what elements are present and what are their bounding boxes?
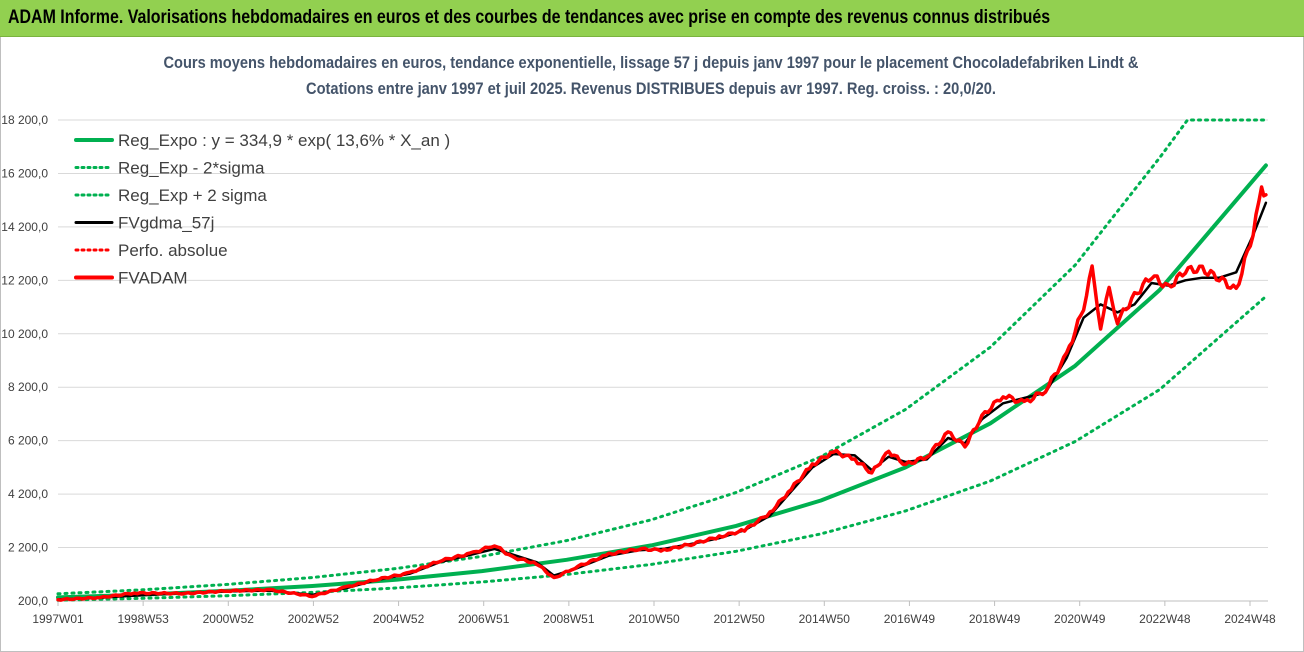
x-tick-label: 2014W50 — [799, 612, 851, 626]
x-axis: 1997W01 1998W53 2000W52 2002W52 2004W52 2006W… — [32, 600, 1276, 626]
y-tick-label: 4 200,0 — [8, 487, 48, 501]
x-tick-label: 2020W49 — [1054, 612, 1106, 626]
x-tick-label: 2008W51 — [543, 612, 595, 626]
y-tick-label: 18 200,0 — [1, 113, 48, 127]
x-tick-label: 1998W53 — [117, 612, 169, 626]
y-tick-label: 6 200,0 — [8, 434, 48, 448]
line-chart: 200,0 2 200,0 4 200,0 6 200,0 8 200,0 10 200,… — [1, 53, 1276, 626]
regression-line — [56, 163, 1268, 600]
x-tick-label: 2004W52 — [373, 612, 425, 626]
chart-subtitle-line2: Cotations entre janv 1997 et juil 2025. … — [306, 79, 996, 98]
plot-series — [56, 118, 1268, 602]
upper-sigma-band — [56, 118, 1268, 596]
title-banner: ADAM Informe. Valorisations hebdomadaire… — [0, 0, 1304, 37]
report-title: ADAM Informe. Valorisations hebdomadaire… — [8, 7, 1051, 28]
y-tick-label: 12 200,0 — [1, 273, 48, 287]
y-tick-label: 14 200,0 — [1, 220, 48, 234]
x-tick-label: 2006W51 — [458, 612, 510, 626]
legend-label: Reg_Exp - 2*sigma — [118, 159, 265, 178]
x-tick-label: 2010W50 — [628, 612, 680, 626]
y-axis: 200,0 2 200,0 4 200,0 6 200,0 8 200,0 10 200,… — [1, 113, 48, 608]
x-tick-label: 2002W52 — [288, 612, 340, 626]
y-tick-label: 10 200,0 — [1, 327, 48, 341]
chart-subtitle-line1: Cours moyens hebdomadaires en euros, ten… — [164, 53, 1139, 72]
legend-label: FVADAM — [118, 269, 188, 288]
y-tick-label: 16 200,0 — [1, 166, 48, 180]
legend-label: FVgdma_57j — [118, 214, 214, 233]
legend-label: Reg_Exp + 2 sigma — [118, 186, 267, 205]
lower-sigma-band — [56, 294, 1268, 602]
y-tick-label: 2 200,0 — [8, 541, 48, 555]
x-tick-label: 2018W49 — [969, 612, 1021, 626]
x-tick-label: 2012W50 — [713, 612, 765, 626]
x-tick-label: 2016W49 — [884, 612, 936, 626]
y-tick-label: 200,0 — [18, 594, 48, 608]
x-tick-label: 1997W01 — [32, 612, 84, 626]
fvgdma-line — [56, 201, 1268, 601]
x-tick-label: 2022W48 — [1139, 612, 1191, 626]
x-tick-label: 2024W48 — [1224, 612, 1276, 626]
legend: Reg_Expo : y = 334,9 * exp( 13,6% * X_an… — [74, 131, 450, 288]
x-tick-label: 2000W52 — [203, 612, 255, 626]
legend-label: Reg_Expo : y = 334,9 * exp( 13,6% * X_an… — [118, 131, 450, 150]
y-tick-label: 8 200,0 — [8, 380, 48, 394]
fvadam-line — [56, 185, 1268, 602]
legend-label: Perfo. absolue — [118, 241, 228, 260]
